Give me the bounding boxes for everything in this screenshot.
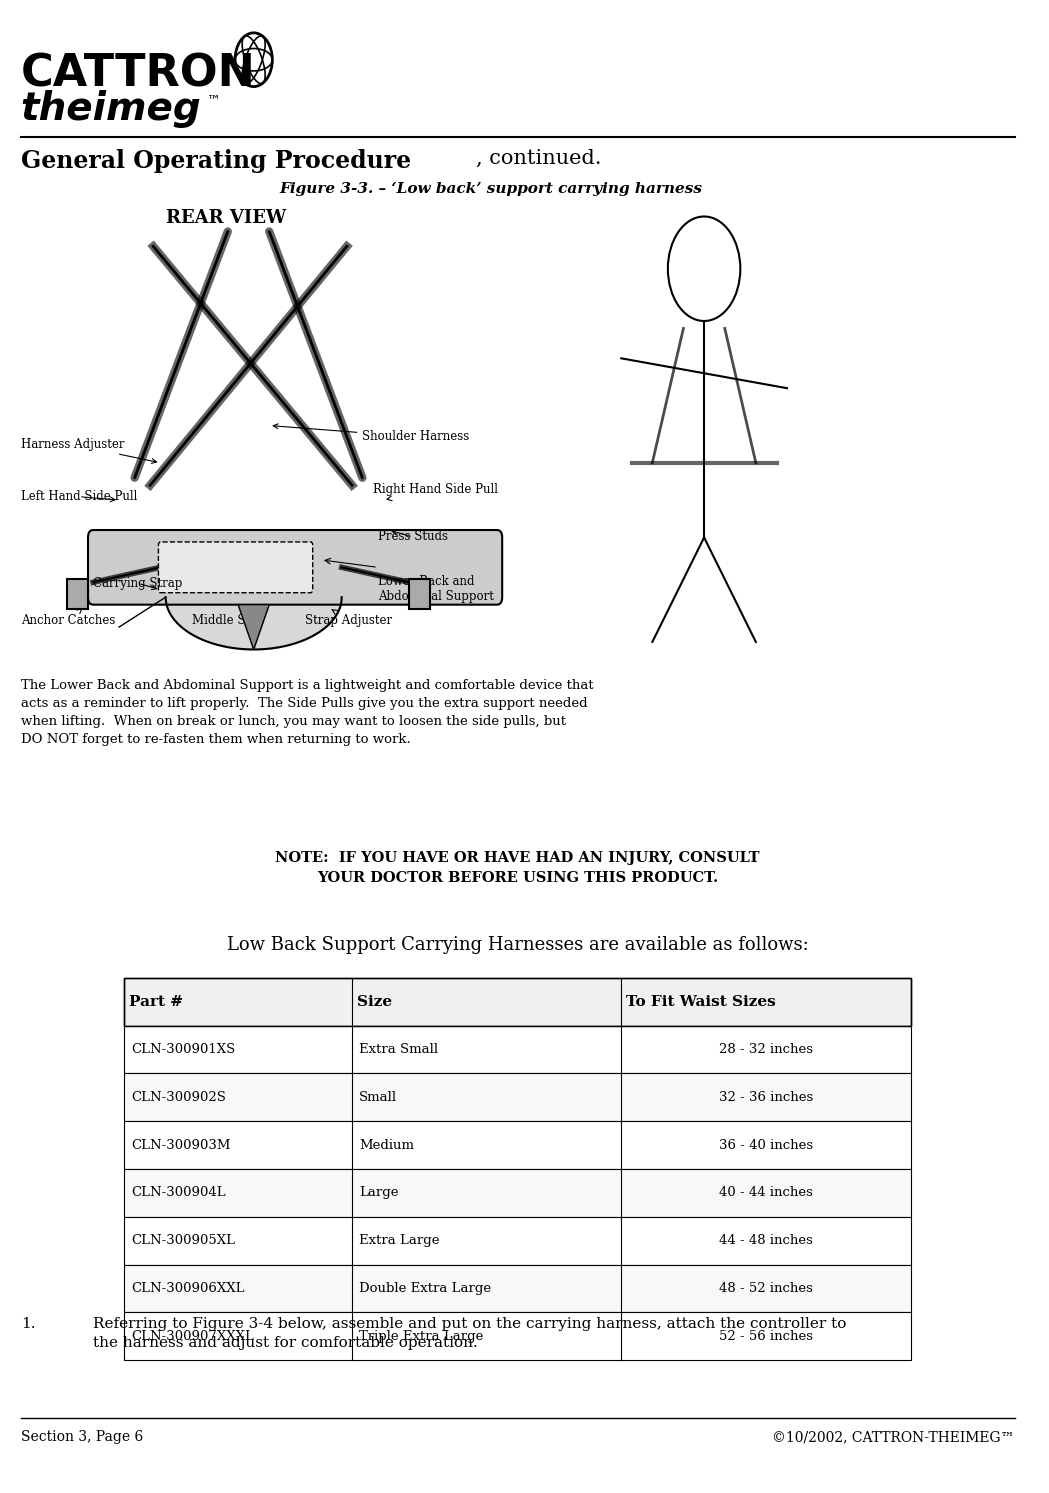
Text: CLN-300906XXL: CLN-300906XXL [131,1282,245,1294]
Text: Anchor Catches: Anchor Catches [21,609,115,627]
Text: CLN-300904L: CLN-300904L [131,1187,227,1199]
Text: Medium: Medium [360,1139,414,1151]
Text: Figure 3-3. – ‘Low back’ support carrying harness: Figure 3-3. – ‘Low back’ support carryin… [280,182,703,197]
Polygon shape [238,605,270,649]
Text: Extra Small: Extra Small [360,1044,438,1056]
Text: 1.: 1. [21,1317,36,1330]
Text: 28 - 32 inches: 28 - 32 inches [720,1044,813,1056]
Text: Double Extra Large: Double Extra Large [360,1282,491,1294]
Bar [124,1121,912,1169]
Text: ™: ™ [207,93,221,106]
Text: Extra Large: Extra Large [360,1235,440,1247]
Bar [124,1073,912,1121]
Text: Size: Size [358,994,392,1009]
Text: Lower Back and
Abdominal Support: Lower Back and Abdominal Support [378,575,494,603]
Text: 40 - 44 inches: 40 - 44 inches [720,1187,813,1199]
Text: Press Studs: Press Studs [378,530,448,543]
Text: Part #: Part # [129,994,184,1009]
Bar [67,579,88,609]
Bar [124,978,912,1026]
Text: Large: Large [360,1187,399,1199]
Text: theimeg: theimeg [21,90,201,127]
Text: To Fit Waist Sizes: To Fit Waist Sizes [626,994,776,1009]
Text: Right Hand Side Pull: Right Hand Side Pull [372,482,498,500]
Text: 48 - 52 inches: 48 - 52 inches [720,1282,813,1294]
Bar [409,579,430,609]
FancyBboxPatch shape [158,542,313,593]
Bar [124,1312,912,1360]
Text: Small: Small [360,1091,398,1103]
Text: Strap Adjuster: Strap Adjuster [305,609,392,627]
Text: 52 - 56 inches: 52 - 56 inches [720,1330,813,1342]
Bar [124,1026,912,1073]
Text: , continued.: , continued. [476,149,602,169]
Text: CATTRON: CATTRON [21,52,256,96]
Text: 32 - 36 inches: 32 - 36 inches [720,1091,813,1103]
Text: 44 - 48 inches: 44 - 48 inches [720,1235,813,1247]
Bar [124,1169,912,1217]
Text: Section 3, Page 6: Section 3, Page 6 [21,1430,143,1444]
Text: Shoulder Harness: Shoulder Harness [273,424,470,443]
Text: CLN-300902S: CLN-300902S [131,1091,227,1103]
Text: Left Hand Side Pull: Left Hand Side Pull [21,490,137,503]
Text: Carrying Strap: Carrying Strap [93,576,183,590]
Text: The Lower Back and Abdominal Support is a lightweight and comfortable device tha: The Lower Back and Abdominal Support is … [21,679,594,746]
Text: REAR VIEW: REAR VIEW [166,209,285,227]
Text: Harness Adjuster: Harness Adjuster [21,437,156,463]
Text: Triple Extra Large: Triple Extra Large [360,1330,484,1342]
Bar [124,1265,912,1312]
Text: CLN-300903M: CLN-300903M [131,1139,231,1151]
Bar [124,1217,912,1265]
Text: General Operating Procedure: General Operating Procedure [21,149,411,173]
Text: NOTE:  IF YOU HAVE OR HAVE HAD AN INJURY, CONSULT
YOUR DOCTOR BEFORE USING THIS : NOTE: IF YOU HAVE OR HAVE HAD AN INJURY,… [276,851,759,884]
Text: CLN-300905XL: CLN-300905XL [131,1235,235,1247]
Text: ©10/2002, CATTRON-THEIMEG™: ©10/2002, CATTRON-THEIMEG™ [772,1430,1014,1444]
Text: CLN-300901XS: CLN-300901XS [131,1044,236,1056]
Text: Low Back Support Carrying Harnesses are available as follows:: Low Back Support Carrying Harnesses are … [227,936,809,954]
Text: 36 - 40 inches: 36 - 40 inches [720,1139,813,1151]
Text: Middle Stay: Middle Stay [192,609,263,627]
Text: CLN-300907XXXL: CLN-300907XXXL [131,1330,254,1342]
Text: Referring to Figure 3-4 below, assemble and put on the carrying harness, attach : Referring to Figure 3-4 below, assemble … [93,1317,847,1350]
FancyBboxPatch shape [88,530,502,605]
Bar [124,978,912,1026]
